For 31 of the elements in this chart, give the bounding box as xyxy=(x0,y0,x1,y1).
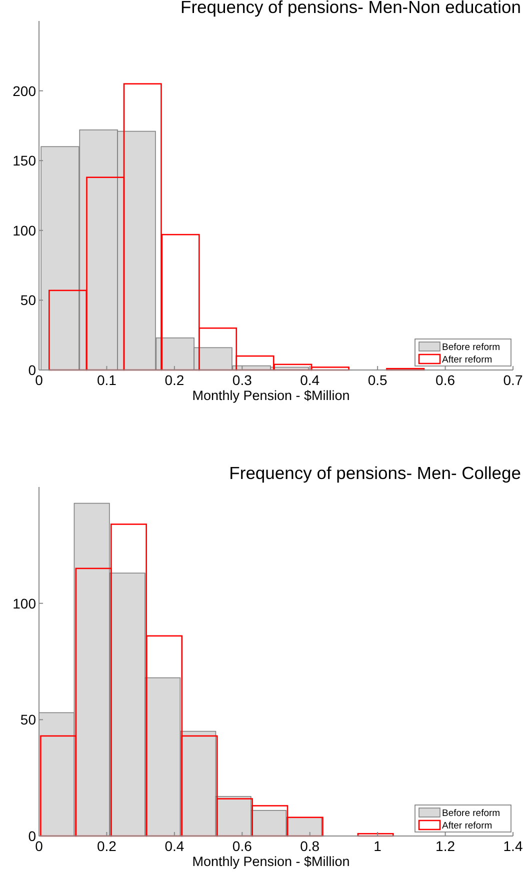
x-tick-label: 1.4 xyxy=(503,838,523,854)
chart-title: Frequency of pensions- Men- College xyxy=(229,463,521,483)
y-tick-label: 200 xyxy=(12,82,36,99)
x-tick-label: 0.1 xyxy=(96,372,117,388)
y-tick-label: 150 xyxy=(12,152,36,169)
y-tick-label: 100 xyxy=(12,595,36,612)
legend-label: After reform xyxy=(442,820,492,832)
legend-label: Before reform xyxy=(442,342,500,353)
x-tick-label: 0.7 xyxy=(503,372,523,388)
x-tick-label: 0.6 xyxy=(436,372,456,388)
x-tick-label: 0.3 xyxy=(232,372,252,388)
legend-label: After reform xyxy=(442,354,492,366)
x-axis-title: Monthly Pension - $Million xyxy=(192,388,350,403)
chart-title: Frequency of pensions- Men-Non education xyxy=(180,0,521,17)
x-tick-label: 0.5 xyxy=(368,372,388,388)
y-tick-label: 50 xyxy=(20,292,36,308)
x-tick-label: 1.2 xyxy=(436,838,456,854)
x-tick-label: 0.2 xyxy=(96,838,117,854)
legend-label: Before reform xyxy=(442,808,500,819)
x-tick-label: 0.8 xyxy=(300,838,320,854)
y-tick-label: 100 xyxy=(12,222,36,238)
x-tick-label: 0.4 xyxy=(164,838,184,854)
x-tick-label: 0.6 xyxy=(232,838,252,854)
y-tick-label: 50 xyxy=(20,712,36,728)
x-tick-label: 0.2 xyxy=(164,372,184,388)
y-tick-label: 0 xyxy=(28,362,36,378)
x-tick-label: 0.4 xyxy=(300,372,320,388)
x-axis-title: Monthly Pension - $Million xyxy=(192,854,350,869)
bar xyxy=(386,368,425,371)
y-tick-label: 0 xyxy=(28,828,36,844)
x-tick-label: 1 xyxy=(374,838,382,854)
